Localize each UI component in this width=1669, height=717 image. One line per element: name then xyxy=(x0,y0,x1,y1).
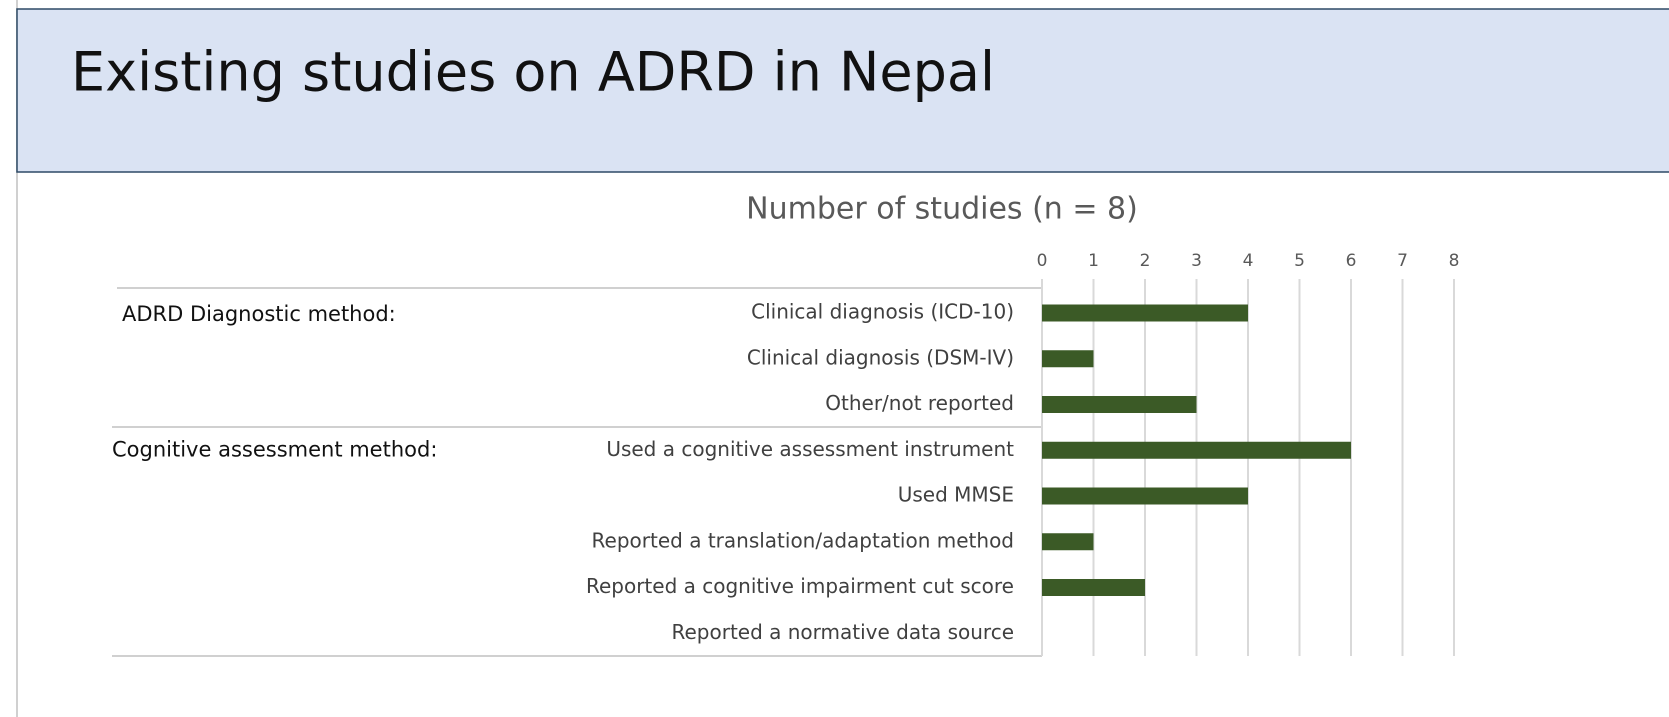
category-label: Used a cognitive assessment instrument xyxy=(606,437,1014,461)
x-tick-label: 3 xyxy=(1191,251,1202,271)
category-label: Clinical diagnosis (DSM-IV) xyxy=(747,345,1014,369)
x-tick-label: 0 xyxy=(1037,251,1048,271)
bar xyxy=(1042,396,1197,413)
category-label: Used MMSE xyxy=(898,483,1014,507)
x-tick-label: 8 xyxy=(1449,251,1460,271)
category-label: Other/not reported xyxy=(825,391,1014,415)
slide-title: Existing studies on ADRD in Nepal xyxy=(71,41,995,104)
bar xyxy=(1042,579,1145,596)
x-tick-label: 6 xyxy=(1346,251,1357,271)
bar xyxy=(1042,441,1351,459)
category-label: Clinical diagnosis (ICD-10) xyxy=(751,300,1014,324)
bar xyxy=(1042,304,1248,322)
x-tick-label: 2 xyxy=(1140,251,1151,271)
x-tick-label: 7 xyxy=(1397,251,1408,271)
bar xyxy=(1042,350,1094,368)
header-band xyxy=(16,8,1669,173)
x-tick-label: 5 xyxy=(1294,251,1305,271)
x-tick-label: 4 xyxy=(1243,251,1254,271)
category-label: Reported a cognitive impairment cut scor… xyxy=(586,574,1014,598)
group-label: ADRD Diagnostic method: xyxy=(122,302,396,326)
chart-title: Number of studies (n = 8) xyxy=(746,192,1138,227)
group-label: Cognitive assessment method: xyxy=(112,437,437,461)
bar xyxy=(1042,487,1248,505)
x-tick-label: 1 xyxy=(1088,251,1099,271)
category-label: Reported a translation/adaptation method xyxy=(592,528,1014,552)
bar xyxy=(1042,533,1094,551)
category-label: Reported a normative data source xyxy=(671,620,1014,644)
